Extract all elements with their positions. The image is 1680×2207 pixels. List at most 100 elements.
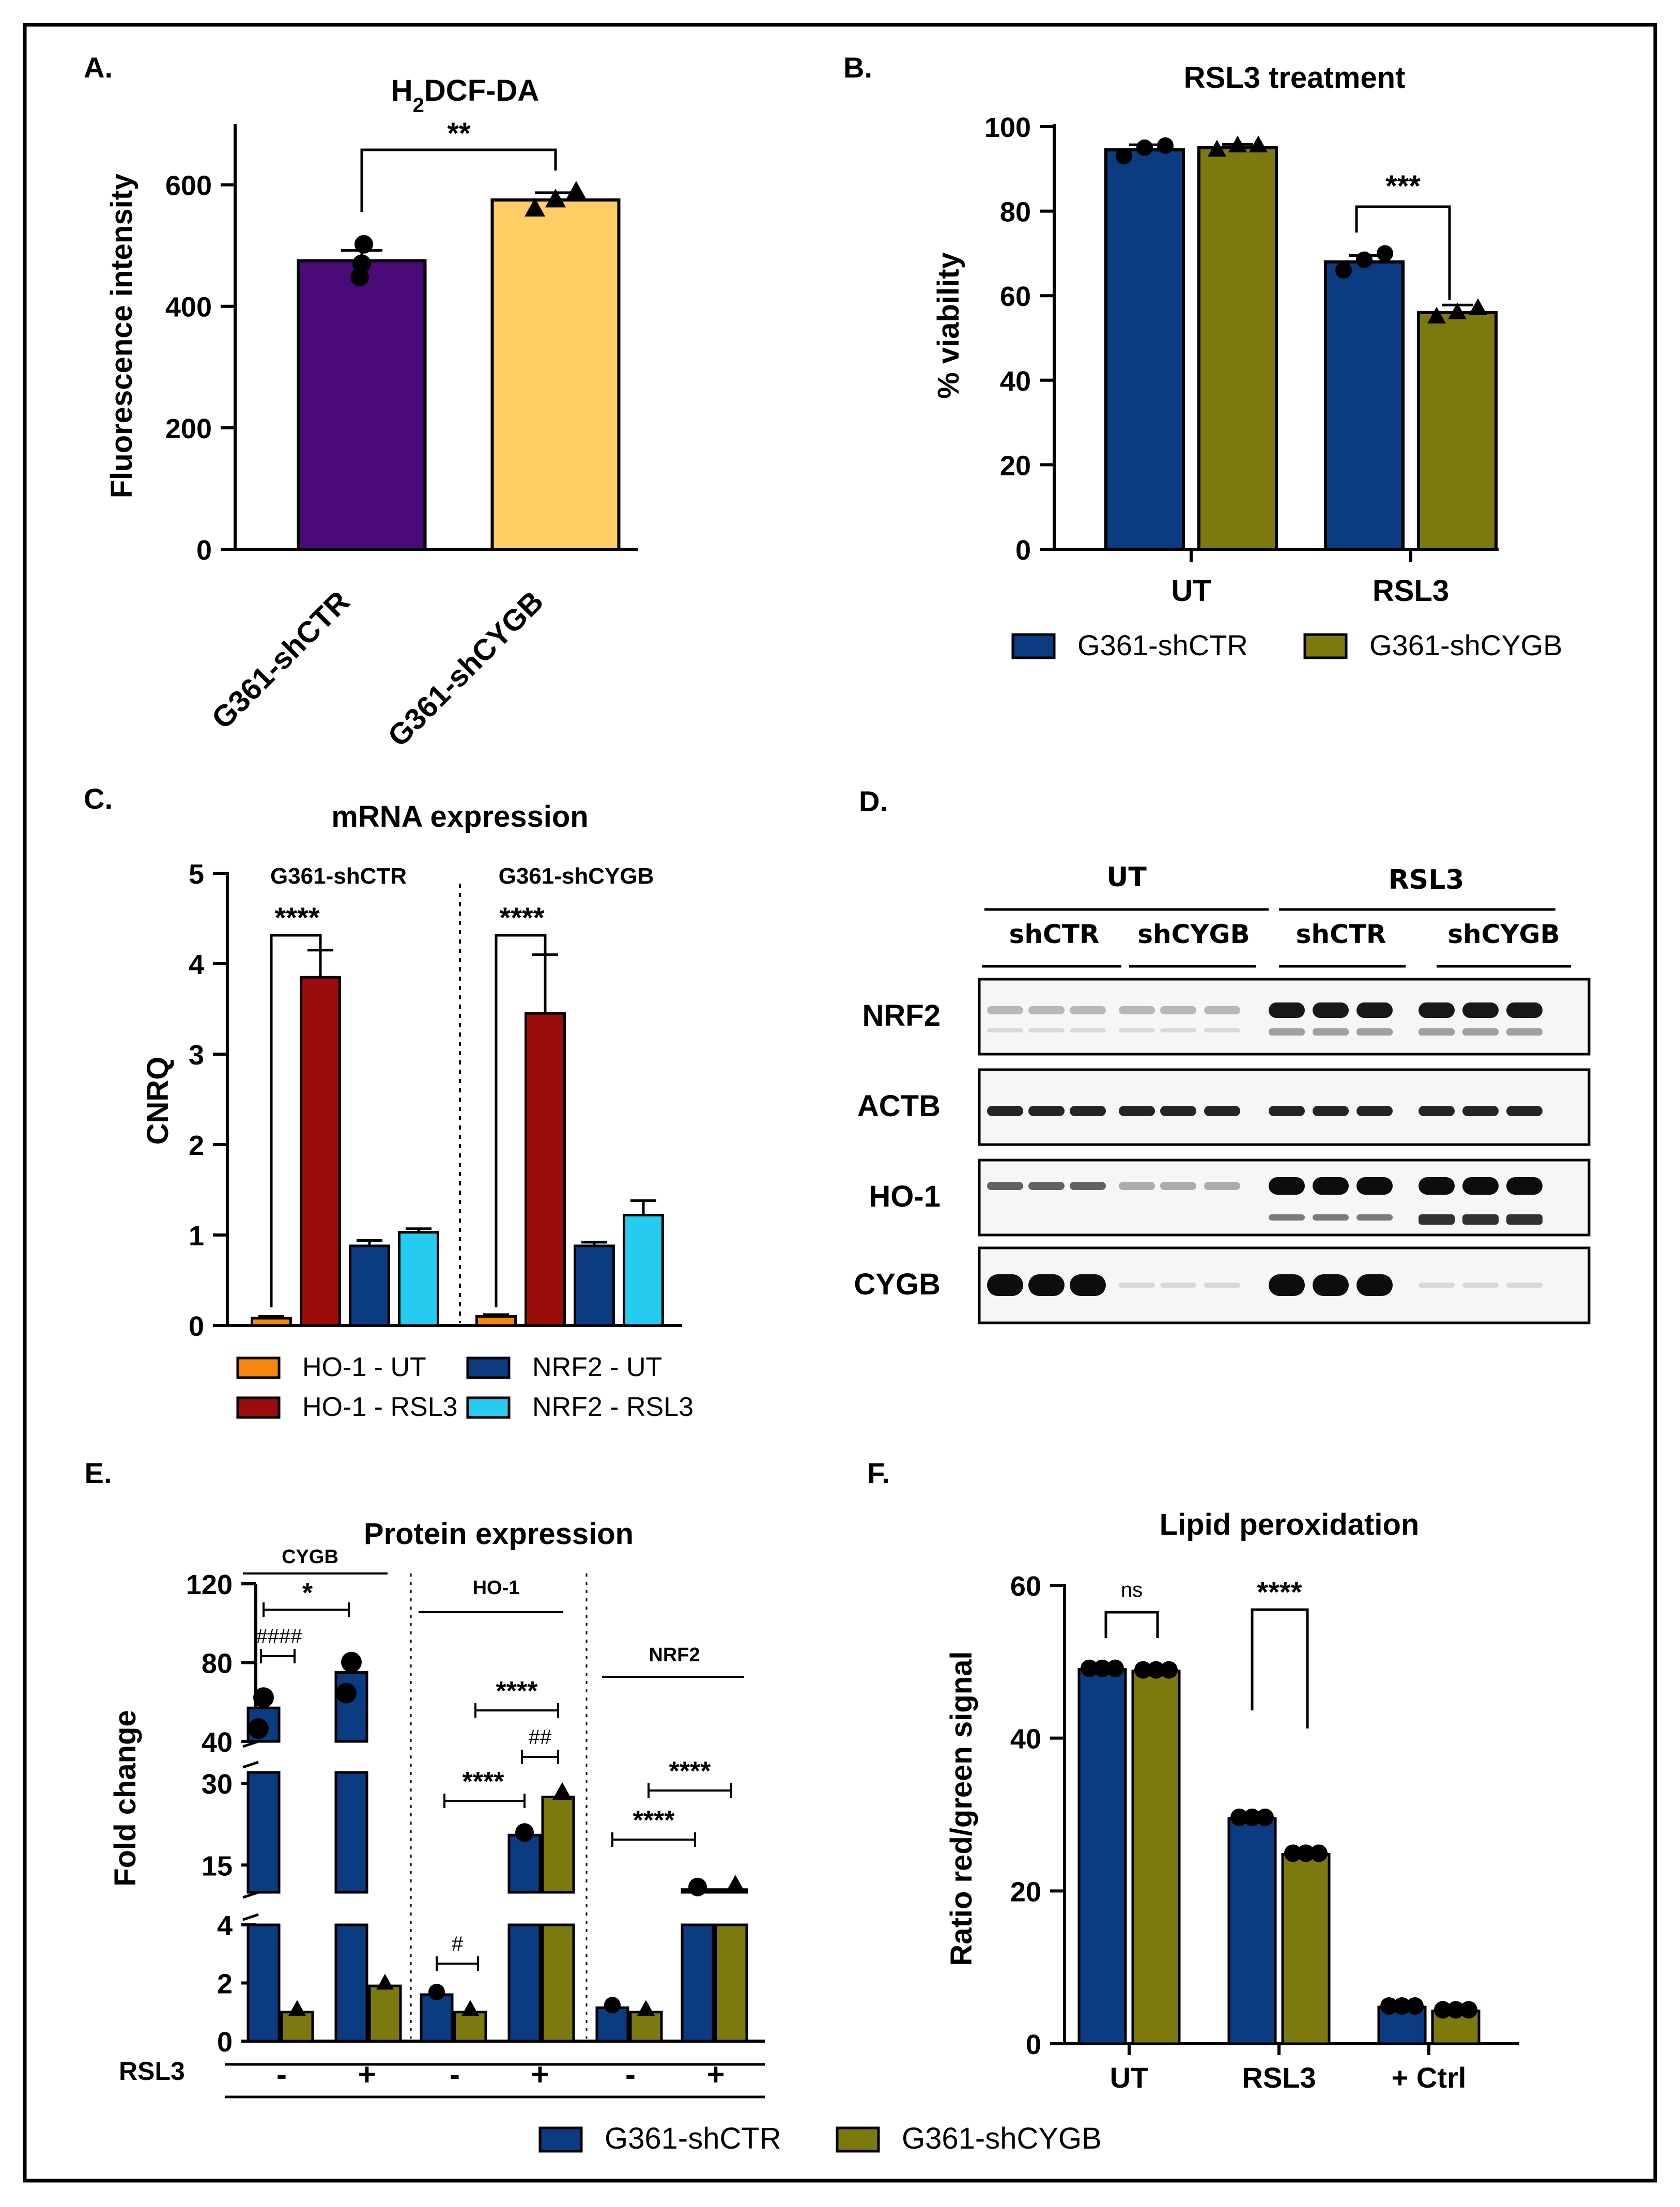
blot-band	[1506, 1028, 1543, 1036]
subgroup-label: shCYGB	[1447, 919, 1560, 949]
y-axis-label: Fold change	[109, 1710, 142, 1887]
panel-letter: D.	[859, 785, 888, 817]
condition-label: RSL3	[1389, 865, 1465, 896]
blot-band	[1269, 1214, 1305, 1221]
x-tick-label: + Ctrl	[1392, 2061, 1467, 2094]
significance-bracket	[495, 934, 547, 1307]
data-point	[525, 198, 545, 217]
data-point	[1116, 148, 1132, 165]
data-point	[1469, 298, 1487, 315]
group-label: G361-shCTR	[270, 863, 407, 889]
x-tick-label: RSL3	[1242, 2061, 1316, 2094]
bar-NRF2 - UT-G361-shCYGB	[574, 1244, 615, 1327]
significance-bracket	[360, 148, 557, 212]
blot-band	[1313, 1002, 1349, 1018]
data-point	[1297, 1844, 1315, 1862]
legend-swatch-shctr	[1011, 633, 1056, 659]
blot-row-label: ACTB	[857, 1089, 941, 1123]
legend-label: HO-1 - UT	[302, 1352, 426, 1382]
blot-band	[1357, 1274, 1393, 1296]
y-tick-label: 40	[1000, 366, 1031, 397]
data-point	[1249, 135, 1268, 152]
data-point	[726, 1875, 745, 1893]
blot-band	[1357, 1002, 1393, 1018]
blot-band	[1419, 1283, 1455, 1288]
blot-band	[1462, 1214, 1499, 1225]
blot-band	[1462, 1106, 1499, 1116]
legend-swatch-shcygb	[836, 2126, 880, 2153]
bar-G361-shCYGB	[490, 198, 621, 551]
bar-shcygb-NRF2-bottom	[714, 1923, 748, 2043]
bar-NRF2 - RSL3-G361-shCYGB	[623, 1214, 664, 1327]
bar-shcygb-HO-1-mid	[541, 1795, 575, 1894]
significance-bracket	[1104, 1611, 1159, 1638]
blot-band	[987, 1106, 1023, 1116]
panel-c: C. mRNA expression CNRQ 0 1 2 3 4 5 G361-shCTR G36…	[84, 782, 693, 1422]
panel-letter: B.	[843, 51, 872, 84]
data-point	[1310, 1844, 1328, 1862]
data-point	[355, 235, 373, 254]
x-row-sign: +	[706, 2057, 725, 2092]
significance-label: ns	[1121, 1579, 1143, 1601]
y-tick-label: 20	[1010, 1876, 1041, 1907]
y-tick-label: 80	[1000, 197, 1031, 228]
blot-band	[1462, 1028, 1499, 1036]
data-point	[566, 181, 587, 200]
significance-bracket	[270, 934, 322, 1307]
bar-G361-shCTR-RSL3	[1324, 260, 1405, 551]
y-tick-label: 0	[196, 535, 212, 566]
data-point	[1093, 1659, 1111, 1677]
blot-band	[1204, 1283, 1240, 1288]
blot-band	[1269, 1274, 1305, 1296]
y-tick-label: 120	[186, 1569, 233, 1600]
data-point	[1406, 1997, 1424, 2015]
bar-shcygb-HO-1	[453, 2011, 487, 2043]
x-row-label: RSL3	[119, 2057, 185, 2086]
subgroup-label: shCTR	[1296, 919, 1386, 949]
y-tick-label: 0	[189, 1311, 204, 1342]
y-tick-label: 400	[165, 292, 212, 323]
panel-title: Lipid peroxidation	[1160, 1508, 1420, 1541]
significance-label: ****	[499, 901, 544, 934]
blot-band	[1419, 1028, 1455, 1036]
data-point	[1147, 1661, 1165, 1679]
bar-NRF2 - UT-G361-shCTR	[349, 1244, 390, 1327]
significance-label: ##	[529, 1726, 552, 1749]
panel-f: F. Lipid peroxidation Ratio red/green sign…	[867, 1457, 1519, 2094]
blot-row-label: CYGB	[854, 1268, 941, 1301]
x-row-sign: +	[531, 2057, 549, 2092]
subgroup-label: shCYGB	[1137, 919, 1250, 949]
axis-break	[242, 1761, 259, 1769]
legend-label: HO-1 - RSL3	[302, 1392, 458, 1422]
panel-title: RSL3 treatment	[1184, 61, 1406, 95]
panel-title: H2DCF-DA	[391, 74, 539, 117]
blot-band	[1160, 1283, 1196, 1288]
blot-band	[1070, 1006, 1106, 1014]
blot-band	[1462, 1177, 1499, 1195]
data-point	[1427, 306, 1446, 324]
legend-label: G361-shCTR	[1077, 629, 1248, 661]
bar-G361-shCYGB-RSL3	[1281, 1853, 1331, 2045]
data-point	[336, 1683, 357, 1704]
blot-band	[1070, 1106, 1106, 1116]
data-point	[1434, 2001, 1452, 2019]
y-tick-label: 4	[189, 949, 204, 980]
y-axis-label: Fluorescence intensity	[105, 174, 138, 499]
legend-swatch	[236, 1356, 281, 1379]
blot-band	[1269, 1028, 1305, 1036]
legend-label: G361-shCTR	[605, 2122, 781, 2155]
blot-band	[1070, 1182, 1106, 1190]
legend-label: NRF2 - RSL3	[532, 1392, 693, 1422]
y-tick-label: 100	[984, 112, 1031, 143]
bar-HO-1 - UT-G361-shCYGB	[475, 1315, 517, 1327]
blot-band	[1160, 1106, 1196, 1116]
blot-band	[987, 1274, 1023, 1296]
y-axis-label: % viability	[932, 252, 965, 399]
panel-title: Protein expression	[364, 1517, 634, 1551]
bar-NRF2 - RSL3-G361-shCTR	[398, 1231, 439, 1327]
data-point	[1160, 1661, 1178, 1679]
legend-swatch	[466, 1396, 511, 1419]
y-tick-label: 0	[217, 2027, 233, 2058]
